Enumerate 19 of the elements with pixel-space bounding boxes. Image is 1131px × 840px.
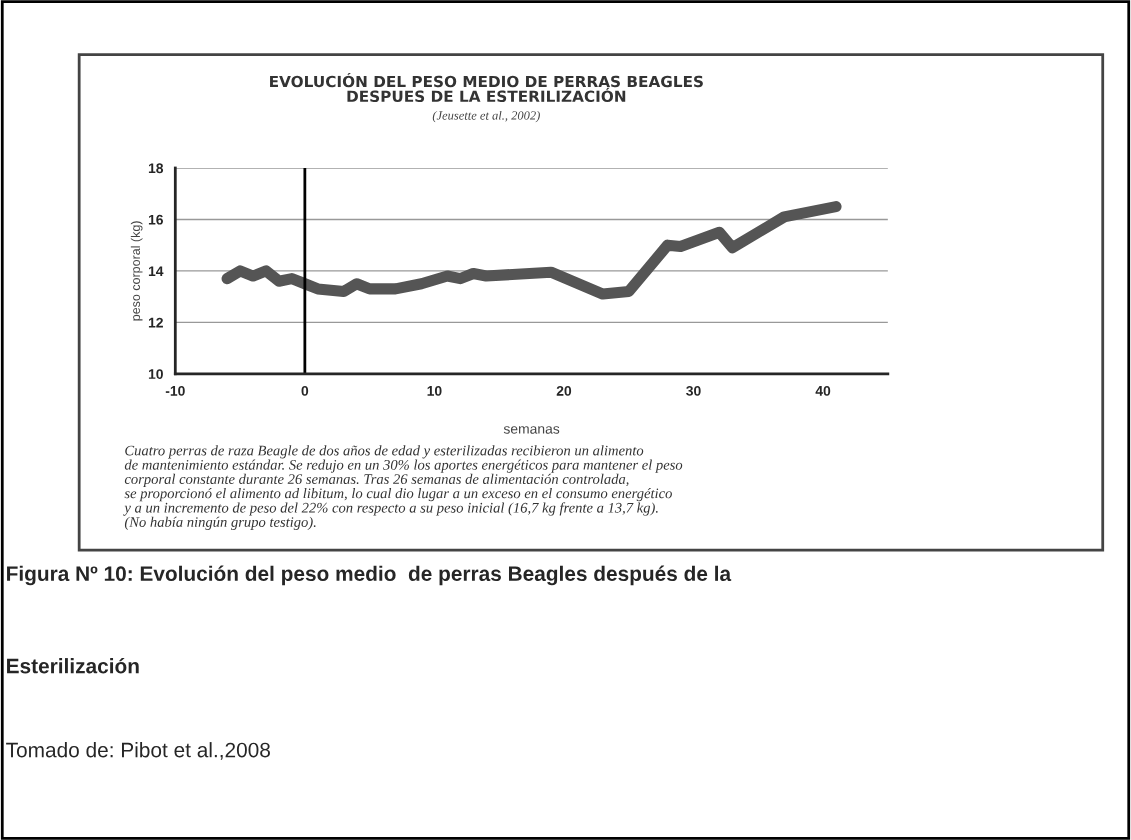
text: Figura Nº 10: Evolución del peso medio de perras Beagles después de la — [7, 565, 732, 586]
x-tick-label: -10 — [165, 385, 185, 396]
text: Cuatro perras de raza Beagle de dos años de edad y esterilizadas recibieron un alimento de mantenimiento estándar. Se redujo en un 30% los aportes energéticos para mantener el peso corporal constante durante 26 semanas. Tras 26 semanas de alimentación controlada, se proporcionó el alimento ad libitum, lo cual dio lugar a un exceso en el consumo energético y a un incremento de peso del 22% con respecto a su peso inicial (16,7 kg frente a 13,7 kg). (No había ningún grupo testigo). — [123, 445, 683, 530]
text: Esterilización — [7, 657, 139, 674]
y-tick-label: 14 — [148, 266, 164, 276]
x-tick-label: 40 — [815, 385, 831, 396]
y-tick-label: 18 — [148, 163, 164, 174]
x-tick-label: 0 — [301, 385, 309, 396]
y-tick-label: 16 — [148, 214, 163, 225]
x-tick-label: 20 — [556, 385, 572, 396]
x-axis-title: semanas — [503, 426, 560, 434]
y-tick-label: 12 — [148, 317, 163, 328]
y-axis-title: peso corporal (kg) — [130, 221, 143, 321]
y-tick-label: 10 — [148, 369, 163, 379]
x-tick-label: 30 — [686, 385, 701, 396]
chart-subtitle: (Jeusette et al., 2002) — [432, 110, 540, 123]
x-tick-label: 10 — [427, 385, 442, 396]
text: Tomado de: Pibot et al.,2008 — [6, 742, 270, 760]
chart-title: EVOLUCIÓN DEL PESO MEDIO DE PERRAS BEAGLES DESPUES DE LA ESTERILIZACIÓN — [270, 72, 703, 103]
